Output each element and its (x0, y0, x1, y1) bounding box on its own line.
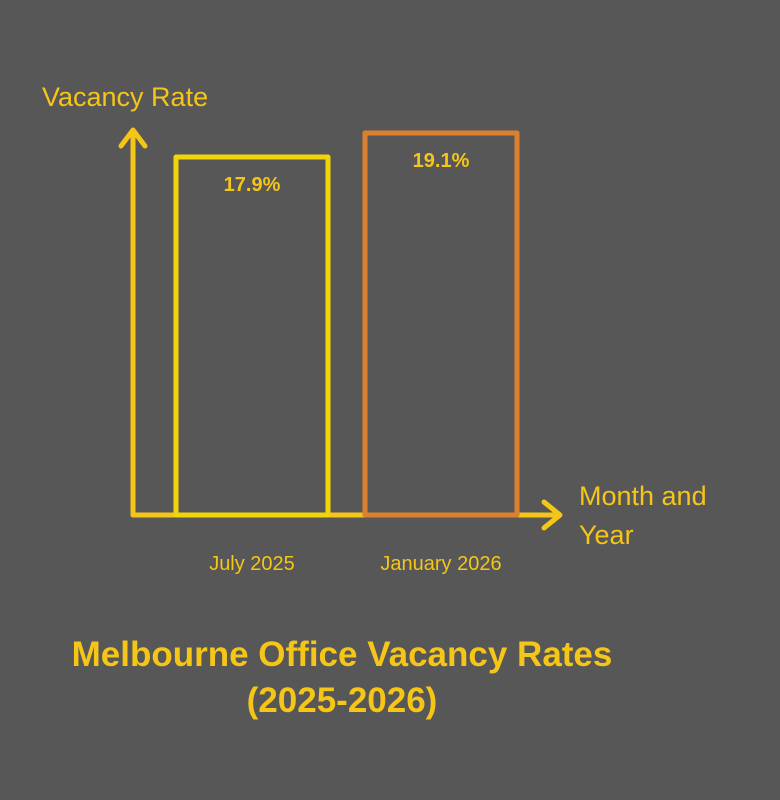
data-label-0: 17.9% (224, 174, 281, 196)
y-axis-label: Vacancy Rate (42, 82, 208, 112)
x-axis-arrow-icon (541, 499, 563, 531)
axes (118, 127, 563, 531)
x-axis-label-line2: Year (579, 520, 634, 550)
bar-1 (362, 130, 520, 518)
bar-0 (173, 154, 331, 518)
chart-title-line1: Melbourne Office Vacancy Rates (72, 635, 613, 674)
data-label-1: 19.1% (413, 150, 470, 172)
x-tick-label-0: July 2025 (209, 553, 295, 575)
x-tick-label-1: January 2026 (380, 553, 501, 575)
x-axis-label-line1: Month and (579, 481, 707, 511)
chart-title-line2: (2025-2026) (247, 681, 438, 720)
y-axis-arrow-icon (118, 127, 148, 149)
